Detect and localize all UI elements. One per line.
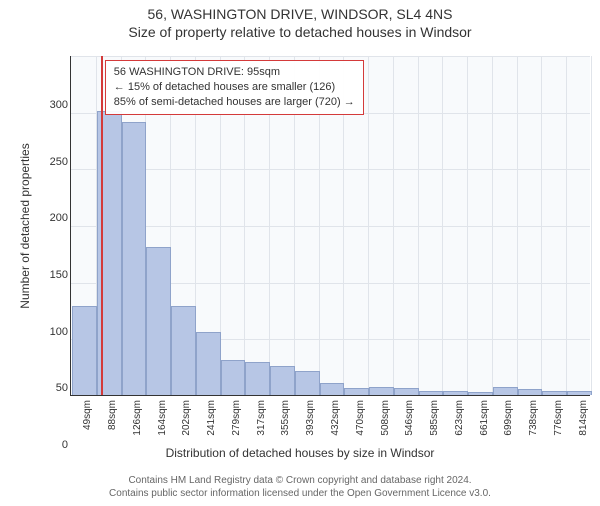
marker-line: [101, 56, 103, 395]
x-tick-label: 661sqm: [479, 400, 490, 440]
gridline-h: [71, 169, 590, 170]
chart-container: Number of detached properties 56 WASHING…: [30, 56, 590, 416]
y-tick-label: 150: [34, 269, 68, 281]
histogram-bar: [270, 366, 295, 395]
footer-attribution: Contains HM Land Registry data © Crown c…: [0, 474, 600, 500]
y-tick-label: 250: [34, 156, 68, 168]
histogram-bar: [394, 388, 419, 395]
gridline-v: [368, 56, 369, 395]
x-tick-label: 776sqm: [553, 400, 564, 440]
gridline-v: [492, 56, 493, 395]
annotation-line-1: 56 WASHINGTON DRIVE: 95sqm: [114, 65, 355, 80]
x-tick-label: 699sqm: [503, 400, 514, 440]
histogram-bar: [171, 306, 196, 395]
histogram-bar: [245, 362, 270, 395]
y-tick-label: 200: [34, 212, 68, 224]
x-tick-label: 241sqm: [206, 400, 217, 440]
x-tick-label: 126sqm: [132, 400, 143, 440]
x-tick-label: 585sqm: [429, 400, 440, 440]
y-tick-label: 100: [34, 326, 68, 338]
histogram-bar: [419, 391, 444, 395]
y-tick-label: 300: [34, 99, 68, 111]
x-tick-label: 546sqm: [404, 400, 415, 440]
histogram-bar: [196, 332, 221, 395]
x-tick-label: 279sqm: [231, 400, 242, 440]
x-tick-label: 49sqm: [82, 400, 93, 440]
annotation-line-3: 85% of semi-detached houses are larger (…: [114, 95, 355, 110]
histogram-bar: [567, 391, 592, 395]
x-tick-label: 202sqm: [181, 400, 192, 440]
histogram-plot: 56 WASHINGTON DRIVE: 95sqm ← 15% of deta…: [70, 56, 590, 396]
x-tick-label: 432sqm: [330, 400, 341, 440]
gridline-v: [418, 56, 419, 395]
gridline-v: [517, 56, 518, 395]
x-tick-label: 393sqm: [305, 400, 316, 440]
gridline-v: [442, 56, 443, 395]
x-tick-label: 355sqm: [280, 400, 291, 440]
x-tick-label: 623sqm: [454, 400, 465, 440]
histogram-bar: [369, 387, 394, 395]
footer-line-2: Contains public sector information licen…: [0, 487, 600, 500]
histogram-bar: [72, 306, 97, 395]
histogram-bar: [295, 371, 320, 395]
histogram-bar: [443, 391, 468, 395]
y-axis-label: Number of detached properties: [18, 143, 32, 308]
annotation-line-2: ← 15% of detached houses are smaller (12…: [114, 80, 355, 95]
histogram-bar: [518, 389, 543, 395]
histogram-bar: [542, 391, 567, 395]
page-title-line1: 56, WASHINGTON DRIVE, WINDSOR, SL4 4NS: [0, 6, 600, 22]
x-tick-label: 470sqm: [355, 400, 366, 440]
histogram-bar: [146, 247, 171, 395]
histogram-bar: [221, 360, 246, 395]
gridline-v: [467, 56, 468, 395]
histogram-bar: [468, 392, 493, 395]
x-tick-label: 814sqm: [578, 400, 589, 440]
x-tick-label: 164sqm: [157, 400, 168, 440]
footer-line-1: Contains HM Land Registry data © Crown c…: [0, 474, 600, 487]
page-title-line2: Size of property relative to detached ho…: [0, 24, 600, 40]
x-tick-label: 317sqm: [256, 400, 267, 440]
gridline-v: [393, 56, 394, 395]
histogram-bar: [344, 388, 369, 395]
x-tick-label: 88sqm: [107, 400, 118, 440]
gridline-h: [71, 56, 590, 57]
y-tick-label: 50: [34, 382, 68, 394]
x-axis-label: Distribution of detached houses by size …: [0, 446, 600, 460]
marker-annotation-box: 56 WASHINGTON DRIVE: 95sqm ← 15% of deta…: [105, 60, 364, 115]
gridline-v: [566, 56, 567, 395]
x-tick-label: 738sqm: [528, 400, 539, 440]
histogram-bar: [493, 387, 518, 395]
histogram-bar: [320, 383, 345, 395]
gridline-v: [591, 56, 592, 395]
histogram-bar: [122, 122, 147, 395]
gridline-h: [71, 226, 590, 227]
x-tick-label: 508sqm: [380, 400, 391, 440]
gridline-v: [541, 56, 542, 395]
